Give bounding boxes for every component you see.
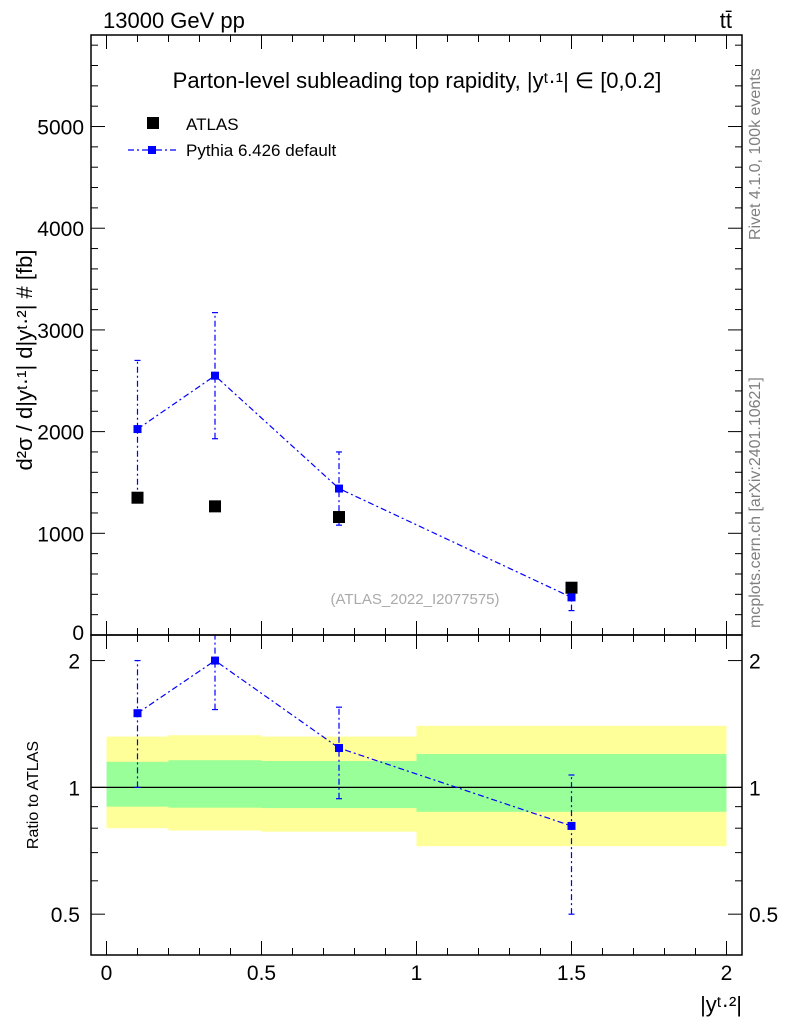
ratio-y-tick-label-right: 2 [749, 651, 761, 674]
main-y-tick-label: 1000 [37, 523, 84, 546]
rivet-version-label: Rivet 4.1.0, 100k events [747, 68, 764, 240]
x-tick-label: 0.5 [247, 962, 276, 985]
ratio-y-tick-label-right: 1 [749, 777, 761, 800]
header-right-label: tt̄ [720, 8, 732, 33]
legend-atlas-label: ATLAS [186, 115, 239, 134]
mcplots-reference-label: mcplots.cern.ch [arXiv:2401.10621] [747, 377, 764, 628]
atlas-data-point [333, 511, 345, 524]
ratio-band-inner [168, 760, 262, 808]
ratio-y-tick-label-left: 2 [68, 651, 80, 674]
legend-pythia-marker [148, 146, 156, 154]
main-panel: 0 1000 2000 3000 4000 5000 [37, 34, 743, 955]
main-y-tick-label: 4000 [37, 218, 84, 241]
ratio-y-tick-label-left: 1 [68, 777, 80, 800]
legend: ATLAS Pythia 6.426 default [128, 115, 337, 160]
atlas-data-point [565, 581, 578, 594]
atlas-data-point [131, 491, 144, 504]
chart-title: Parton-level subleading top rapidity, |y… [173, 68, 662, 93]
pythia-data-point [211, 371, 219, 380]
legend-atlas-marker [147, 117, 159, 129]
ratio-data-point [335, 744, 343, 753]
main-y-tick-label: 5000 [37, 117, 84, 140]
atlas-data-point [209, 500, 221, 513]
header-left-label: 13000 GeV pp [103, 8, 245, 33]
legend-pythia-label: Pythia 6.426 default [186, 141, 337, 160]
ratio-data-point [567, 821, 576, 830]
main-y-tick-label: 2000 [37, 422, 84, 445]
x-tick-label: 1.5 [557, 962, 586, 985]
ratio-data-point [133, 709, 142, 718]
x-tick-label: 2 [721, 962, 733, 985]
analysis-watermark: (ATLAS_2022_I2077575) [330, 591, 499, 608]
x-tick-label: 1 [411, 962, 423, 985]
ratio-y-axis-label: Ratio to ATLAS [25, 741, 42, 849]
ratio-series-line [137, 659, 572, 827]
main-y-tick-label: 0 [72, 622, 84, 645]
main-y-tick-label: 3000 [37, 320, 84, 343]
pythia-data-point [567, 593, 576, 602]
x-axis-label: |yᵗ·²| [700, 992, 742, 1017]
ratio-data-point [211, 656, 219, 665]
ratio-panel-frame [90, 634, 743, 956]
pythia-data-point [133, 425, 142, 434]
pythia-series-line [137, 374, 572, 598]
ratio-y-tick-label-left: 0.5 [51, 904, 80, 927]
x-tick-label: 0 [101, 962, 113, 985]
ratio-panel: 0 0.5 1 1.5 2 0.5 0.5 1 1 2 2 [51, 634, 778, 985]
main-y-axis-label: d²σ / d|yᵗ·¹| d|yᵗ·²| # [fb] [12, 250, 37, 471]
ratio-y-tick-label-right: 0.5 [749, 904, 778, 927]
pythia-data-point [335, 484, 343, 493]
